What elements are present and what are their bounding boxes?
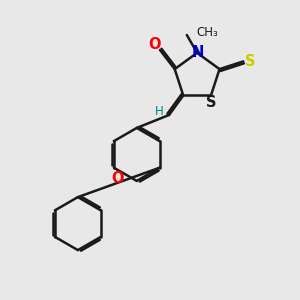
- Text: CH₃: CH₃: [196, 26, 218, 39]
- Text: S: S: [244, 54, 255, 69]
- Text: O: O: [111, 171, 124, 186]
- Text: O: O: [148, 37, 161, 52]
- Text: S: S: [206, 95, 217, 110]
- Text: H: H: [154, 105, 163, 118]
- Text: N: N: [191, 45, 204, 60]
